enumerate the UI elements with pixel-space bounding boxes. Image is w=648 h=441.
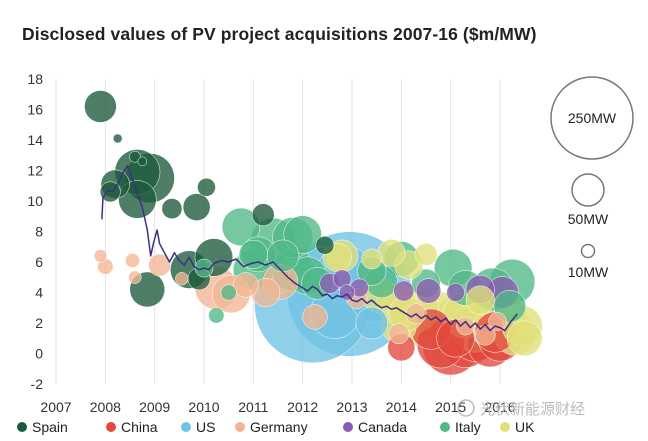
legend-swatch-italy bbox=[440, 422, 450, 432]
legend-label-uk: UK bbox=[515, 419, 535, 435]
y-axis-ticks: -2 0 2 4 6 8 10 12 14 16 18 bbox=[27, 71, 43, 392]
legend-label-us: US bbox=[196, 419, 215, 435]
bubble-canada bbox=[338, 284, 356, 301]
bubble-canada bbox=[446, 283, 465, 302]
x-tick-label: 2016 bbox=[484, 399, 515, 415]
bubble-spain bbox=[161, 198, 183, 219]
size-legend-circle-10 bbox=[580, 243, 596, 259]
bubble-germany bbox=[128, 270, 142, 284]
legend-swatch-canada bbox=[343, 422, 353, 432]
legend-label-spain: Spain bbox=[32, 419, 68, 435]
bubble-spain bbox=[315, 235, 335, 255]
chart-title: Disclosed values of PV project acquisiti… bbox=[22, 24, 537, 44]
y-tick-label: 14 bbox=[27, 132, 43, 148]
y-tick-label: -2 bbox=[31, 376, 44, 392]
y-tick-label: 12 bbox=[27, 163, 43, 179]
size-legend-label: 50MW bbox=[568, 211, 609, 227]
legend-swatch-germany bbox=[235, 422, 245, 432]
y-tick-label: 8 bbox=[35, 224, 43, 240]
bubble-uk bbox=[506, 320, 543, 357]
bubble-italy bbox=[220, 284, 237, 301]
y-tick-label: 16 bbox=[27, 102, 43, 118]
size-legend-circle-50 bbox=[571, 173, 605, 207]
legend-swatch-uk bbox=[500, 422, 510, 432]
bubble-germany bbox=[175, 272, 189, 286]
watermark-logo-icon bbox=[457, 399, 475, 417]
bubble-uk bbox=[414, 243, 438, 266]
size-legend-circle-250 bbox=[550, 76, 634, 160]
y-tick-label: 4 bbox=[35, 285, 43, 301]
bubble-uk bbox=[361, 248, 383, 270]
bubble-uk bbox=[465, 285, 495, 315]
bubble-germany bbox=[233, 272, 259, 298]
x-tick-label: 2012 bbox=[287, 399, 318, 415]
watermark: 光伏新能源财经 bbox=[457, 399, 585, 418]
bubble-spain bbox=[197, 177, 216, 197]
watermark-text: 光伏新能源财经 bbox=[480, 400, 585, 418]
legend-label-canada: Canada bbox=[358, 419, 407, 435]
bubble-italy bbox=[238, 239, 268, 269]
x-tick-label: 2011 bbox=[238, 399, 268, 415]
size-legend: 250MW 50MW 10MW bbox=[550, 76, 634, 280]
bubble-italy bbox=[208, 307, 225, 324]
bubble-spain bbox=[182, 193, 211, 221]
legend-label-italy: Italy bbox=[455, 419, 481, 435]
x-tick-label: 2010 bbox=[188, 399, 219, 415]
y-tick-label: 6 bbox=[35, 254, 43, 270]
bubble-canada bbox=[415, 278, 442, 304]
y-tick-label: 2 bbox=[35, 315, 43, 331]
bubble-germany bbox=[302, 304, 328, 330]
bubble-germany bbox=[148, 253, 171, 277]
trend-layer bbox=[101, 165, 518, 332]
bubble-spain bbox=[112, 133, 123, 144]
x-tick-label: 2009 bbox=[139, 399, 170, 415]
trend-line bbox=[101, 165, 518, 332]
size-legend-label: 250MW bbox=[568, 110, 617, 126]
y-tick-label: 0 bbox=[35, 346, 43, 362]
bubble-canada bbox=[393, 280, 415, 302]
y-tick-label: 18 bbox=[27, 71, 43, 87]
bubble-spain bbox=[84, 90, 117, 123]
bubble-germany bbox=[93, 249, 108, 263]
bubble-us bbox=[355, 306, 388, 340]
legend-label-germany: Germany bbox=[250, 419, 308, 435]
bubble-germany bbox=[456, 316, 475, 336]
bubble-spain bbox=[137, 156, 148, 167]
bubble-spain bbox=[251, 203, 275, 227]
legend-swatch-us bbox=[181, 422, 191, 432]
x-axis-ticks: 2007 2008 2009 2010 2011 2012 2013 2014 2015 2016 bbox=[40, 399, 515, 415]
bubble-germany bbox=[488, 312, 507, 331]
legend-swatch-spain bbox=[17, 422, 27, 432]
size-legend-label: 10MW bbox=[568, 264, 609, 280]
x-tick-label: 2008 bbox=[90, 399, 121, 415]
legend: Spain China US Germany Canada Italy UK bbox=[17, 419, 535, 435]
bubble-italy bbox=[266, 239, 300, 273]
x-tick-label: 2013 bbox=[336, 399, 367, 415]
bubble-germany bbox=[125, 253, 140, 268]
legend-label-china: China bbox=[121, 419, 158, 435]
y-tick-label: 10 bbox=[27, 193, 43, 209]
bubble-uk bbox=[377, 239, 406, 267]
bubble-spain bbox=[129, 150, 141, 163]
bubble-italy bbox=[221, 207, 261, 247]
x-tick-label: 2007 bbox=[40, 399, 71, 415]
legend-swatch-china bbox=[106, 422, 116, 432]
bubble-germany bbox=[388, 323, 410, 345]
x-tick-label: 2014 bbox=[386, 399, 417, 415]
bubble-layer bbox=[84, 90, 543, 376]
